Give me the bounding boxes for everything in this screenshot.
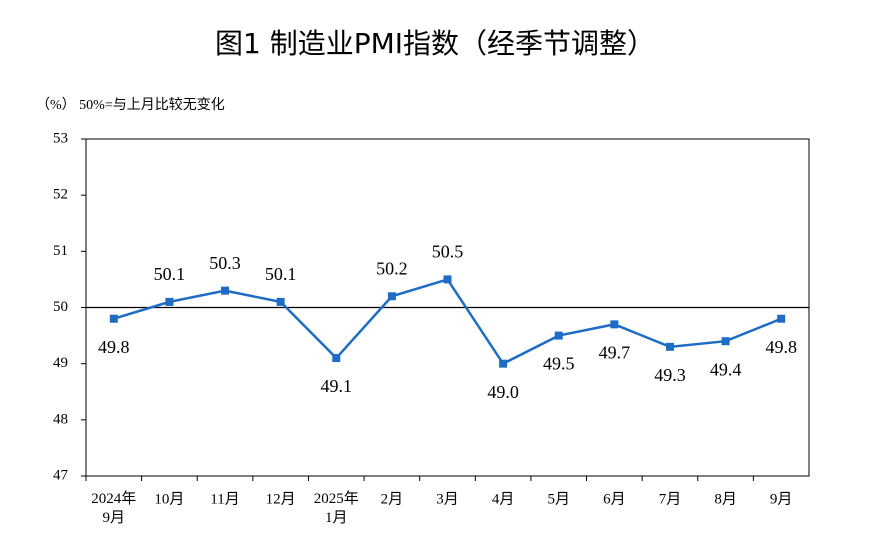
y-tick-label: 50	[53, 299, 68, 315]
x-tick-label: 8月	[714, 491, 737, 507]
marker	[554, 331, 563, 340]
marker	[443, 275, 452, 284]
value-label: 50.3	[209, 253, 241, 273]
value-label: 50.5	[432, 242, 464, 262]
x-tick-label: 5月	[547, 491, 570, 507]
marker	[165, 297, 174, 306]
y-tick-label: 49	[53, 355, 68, 371]
marker	[109, 314, 118, 323]
x-tick-label: 6月	[603, 491, 626, 507]
x-tick-label: 11月	[210, 491, 239, 507]
x-tick-label: 9月	[770, 491, 793, 507]
marker	[665, 342, 674, 351]
chart-subtitle: （%） 50%=与上月比较无变化	[36, 97, 225, 113]
x-tick-label: 2月	[381, 491, 404, 507]
marker	[721, 337, 730, 346]
x-tick-label: 7月	[659, 491, 682, 507]
y-tick-label: 53	[53, 130, 68, 146]
value-label: 50.1	[265, 264, 297, 284]
x-tick-label: 3月	[436, 491, 459, 507]
value-label: 50.1	[154, 264, 186, 284]
x-tick-label: 12月	[266, 491, 296, 507]
marker	[276, 297, 285, 306]
y-tick-label: 52	[53, 187, 68, 203]
y-tick-label: 47	[53, 467, 69, 483]
value-label: 49.5	[543, 354, 575, 374]
marker	[499, 359, 508, 368]
value-label: 49.8	[98, 337, 130, 357]
x-tick-label: 4月	[492, 491, 515, 507]
value-label: 50.2	[376, 258, 408, 278]
value-label: 49.1	[321, 376, 353, 396]
x-tick-label: 2024年 9月	[91, 490, 136, 526]
marker	[221, 286, 230, 295]
value-label: 49.7	[599, 342, 631, 362]
marker	[387, 292, 396, 301]
marker	[332, 354, 341, 363]
y-tick-label: 48	[53, 411, 68, 427]
y-tick-label: 51	[53, 243, 68, 259]
marker	[610, 320, 619, 329]
marker	[777, 314, 786, 323]
x-tick-label: 2025年 1月	[314, 490, 359, 526]
x-tick-label: 10月	[154, 491, 184, 507]
chart-title: 图1 制造业PMI指数（经季节调整）	[215, 27, 655, 60]
value-label: 49.8	[765, 337, 797, 357]
value-label: 49.4	[710, 359, 742, 379]
value-label: 49.0	[487, 382, 519, 402]
series-line	[113, 277, 782, 366]
value-label: 49.3	[654, 365, 686, 385]
